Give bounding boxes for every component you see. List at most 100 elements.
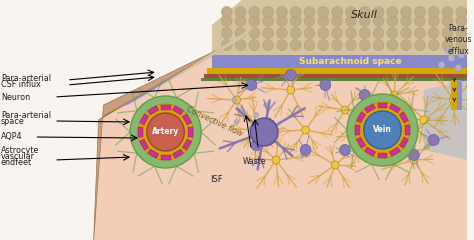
Polygon shape bbox=[399, 112, 409, 123]
Circle shape bbox=[448, 54, 455, 61]
Circle shape bbox=[263, 6, 273, 18]
Bar bbox=[457, 80, 462, 110]
Polygon shape bbox=[138, 127, 144, 137]
Circle shape bbox=[442, 16, 453, 26]
FancyArrowPatch shape bbox=[453, 88, 456, 91]
Text: CSF influx: CSF influx bbox=[1, 80, 41, 89]
Circle shape bbox=[428, 6, 439, 18]
Circle shape bbox=[456, 28, 467, 38]
Circle shape bbox=[442, 6, 453, 18]
Text: Neuron: Neuron bbox=[1, 92, 30, 102]
Circle shape bbox=[361, 131, 369, 139]
Circle shape bbox=[234, 120, 239, 125]
Circle shape bbox=[387, 16, 398, 26]
Polygon shape bbox=[188, 127, 193, 137]
Circle shape bbox=[276, 6, 287, 18]
Circle shape bbox=[318, 16, 329, 26]
Polygon shape bbox=[405, 125, 410, 135]
Circle shape bbox=[346, 28, 356, 38]
Bar bbox=[451, 80, 457, 110]
Circle shape bbox=[301, 126, 310, 134]
Circle shape bbox=[401, 40, 411, 50]
Circle shape bbox=[276, 40, 287, 50]
Polygon shape bbox=[94, 55, 467, 240]
Circle shape bbox=[304, 40, 315, 50]
Circle shape bbox=[147, 113, 184, 151]
Circle shape bbox=[339, 144, 350, 156]
Circle shape bbox=[232, 97, 237, 102]
Circle shape bbox=[221, 28, 232, 38]
Circle shape bbox=[290, 28, 301, 38]
Text: Convective flow: Convective flow bbox=[185, 105, 244, 139]
Circle shape bbox=[246, 79, 257, 90]
Circle shape bbox=[221, 16, 232, 26]
Circle shape bbox=[318, 40, 329, 50]
Circle shape bbox=[252, 126, 260, 134]
Polygon shape bbox=[148, 149, 159, 158]
Polygon shape bbox=[182, 139, 191, 150]
Circle shape bbox=[290, 40, 301, 50]
Circle shape bbox=[318, 28, 329, 38]
Circle shape bbox=[428, 28, 439, 38]
Polygon shape bbox=[389, 104, 400, 113]
Polygon shape bbox=[377, 152, 387, 157]
FancyArrowPatch shape bbox=[453, 78, 456, 81]
Polygon shape bbox=[102, 49, 219, 117]
Circle shape bbox=[410, 156, 418, 164]
Circle shape bbox=[304, 16, 315, 26]
Circle shape bbox=[239, 108, 244, 113]
Circle shape bbox=[249, 126, 254, 131]
Circle shape bbox=[347, 94, 418, 166]
Circle shape bbox=[332, 6, 343, 18]
Circle shape bbox=[373, 40, 384, 50]
Circle shape bbox=[285, 70, 296, 80]
Circle shape bbox=[249, 6, 260, 18]
Circle shape bbox=[130, 96, 201, 168]
Circle shape bbox=[387, 6, 398, 18]
Circle shape bbox=[445, 47, 452, 54]
Circle shape bbox=[359, 40, 370, 50]
Polygon shape bbox=[161, 104, 171, 109]
Circle shape bbox=[332, 16, 343, 26]
Circle shape bbox=[438, 61, 445, 68]
Circle shape bbox=[264, 102, 269, 108]
Circle shape bbox=[456, 6, 467, 18]
Circle shape bbox=[276, 28, 287, 38]
Polygon shape bbox=[161, 155, 171, 160]
Circle shape bbox=[379, 134, 390, 145]
Circle shape bbox=[387, 40, 398, 50]
Polygon shape bbox=[399, 137, 409, 148]
Circle shape bbox=[373, 6, 384, 18]
Circle shape bbox=[251, 139, 262, 150]
Text: Para-arterial: Para-arterial bbox=[1, 74, 51, 83]
Circle shape bbox=[235, 28, 246, 38]
Text: Skull: Skull bbox=[351, 10, 378, 20]
Circle shape bbox=[221, 40, 232, 50]
Text: AQP4: AQP4 bbox=[1, 132, 22, 142]
Circle shape bbox=[263, 40, 273, 50]
Polygon shape bbox=[140, 139, 149, 150]
Circle shape bbox=[320, 79, 331, 90]
Text: vascular: vascular bbox=[1, 152, 35, 161]
Circle shape bbox=[235, 16, 246, 26]
Circle shape bbox=[456, 16, 467, 26]
Circle shape bbox=[449, 96, 457, 104]
Circle shape bbox=[249, 16, 260, 26]
Circle shape bbox=[359, 28, 370, 38]
Circle shape bbox=[233, 96, 240, 104]
Circle shape bbox=[235, 6, 246, 18]
Text: Waste: Waste bbox=[243, 157, 266, 166]
Text: endfeet: endfeet bbox=[1, 158, 32, 167]
Circle shape bbox=[263, 28, 273, 38]
Polygon shape bbox=[99, 52, 215, 120]
Polygon shape bbox=[424, 80, 467, 160]
Polygon shape bbox=[356, 137, 366, 148]
Circle shape bbox=[414, 40, 425, 50]
Circle shape bbox=[249, 28, 260, 38]
Circle shape bbox=[290, 16, 301, 26]
Circle shape bbox=[456, 40, 467, 50]
Circle shape bbox=[276, 16, 287, 26]
Circle shape bbox=[359, 6, 370, 18]
Text: Subarachnoid space: Subarachnoid space bbox=[299, 56, 401, 66]
Circle shape bbox=[401, 6, 411, 18]
